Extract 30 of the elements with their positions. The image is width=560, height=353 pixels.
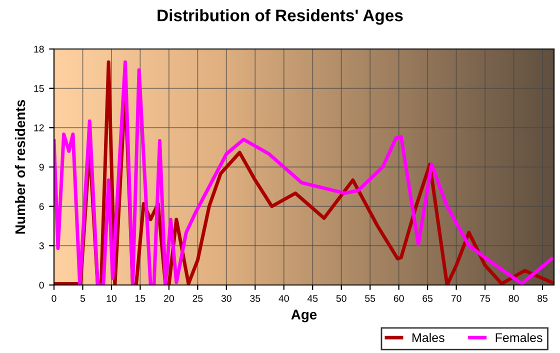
x-tick-label: 60 [394,294,404,302]
y-tick-label: 3 [39,242,44,250]
x-tick-label: 40 [278,294,289,302]
y-tick-label: 15 [34,85,44,92]
chart-title: Distribution of Residents' Ages [158,9,403,25]
x-tick-label: 70 [451,294,462,302]
x-tick-label: 5 [80,295,86,302]
x-axis-title: Age [291,310,317,322]
x-tick-label: 65 [422,294,433,302]
x-tick-label: 75 [480,295,490,302]
x-tick-label: 80 [508,294,519,302]
y-tick-label: 18 [34,46,44,53]
x-tick-label: 0 [52,294,56,302]
x-tick-label: 55 [365,295,376,302]
x-tick-label: 25 [192,294,203,302]
x-tick-label: 35 [250,294,260,302]
x-tick-label: 20 [164,294,174,302]
y-tick-label: 12 [34,124,44,132]
y-tick-label: 9 [39,164,44,171]
y-axis-title: Number of residents [14,100,26,234]
x-tick-label: 10 [106,294,116,302]
x-tick-label: 30 [221,294,232,302]
legend-label: Females [496,332,542,342]
y-tick-label: 0 [39,282,44,289]
x-tick-label: 45 [307,295,318,302]
y-tick-label: 6 [39,203,44,210]
x-tick-label: 15 [136,295,146,302]
x-tick-label: 50 [336,294,346,302]
legend-label: Males [412,332,444,342]
x-tick-label: 85 [538,294,548,302]
